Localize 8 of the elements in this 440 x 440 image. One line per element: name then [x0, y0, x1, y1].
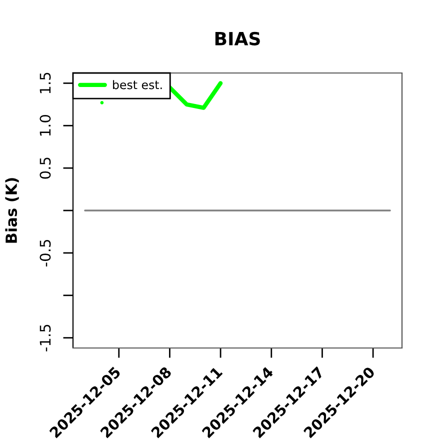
y-tick-label: 0.5	[40, 158, 51, 179]
chart-title: BIAS	[215, 32, 260, 46]
y-axis-title: Bias (K)	[5, 178, 19, 243]
y-tick-label: 1.5	[40, 72, 51, 94]
legend-label: best est.	[113, 80, 162, 90]
y-tick-label: -0.5	[40, 240, 51, 266]
y-tick-label: 1.0	[40, 114, 51, 136]
y-tick-label: -1.5	[40, 324, 51, 352]
